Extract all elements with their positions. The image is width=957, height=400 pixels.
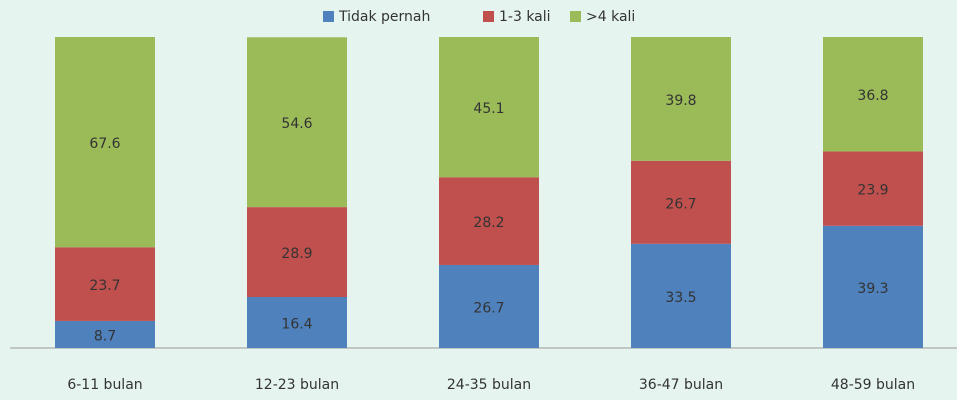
data-label: 54.6: [281, 116, 312, 132]
bar-segment: [631, 243, 731, 348]
legend-swatch: [483, 11, 494, 22]
x-tick-label: 6-11 bulan: [67, 377, 142, 393]
data-label: 33.5: [665, 290, 696, 306]
bar-segment: [55, 37, 155, 248]
x-tick-label: 36-47 bulan: [639, 377, 723, 393]
legend-label: 1-3 kali: [499, 9, 551, 25]
bar-segment: [55, 247, 155, 321]
bar-segment: [247, 37, 347, 208]
data-label: 23.7: [89, 278, 120, 294]
data-label: 39.8: [665, 93, 696, 109]
data-label: 23.9: [857, 183, 888, 199]
bar-segment: [439, 177, 539, 265]
bar-segment: [823, 37, 923, 152]
data-label: 16.4: [281, 316, 312, 332]
bar-segment: [439, 264, 539, 348]
data-label: 36.8: [857, 88, 888, 104]
bar-segment: [631, 37, 731, 161]
x-tick-label: 48-59 bulan: [831, 377, 915, 393]
data-label: 28.2: [473, 215, 504, 231]
data-label: 26.7: [665, 196, 696, 212]
bar-segment: [439, 37, 539, 178]
x-tick-label: 12-23 bulan: [255, 377, 339, 393]
data-label: 26.7: [473, 300, 504, 316]
bar-segment: [247, 296, 347, 348]
legend-swatch: [323, 11, 334, 22]
legend-label: Tidak pernah: [338, 9, 430, 25]
bar-segment: [55, 320, 155, 348]
legend-label: >4 kali: [586, 9, 635, 25]
bar-segment: [823, 225, 923, 348]
bar-segment: [631, 160, 731, 244]
bar-segment: [823, 151, 923, 226]
data-label: 45.1: [473, 101, 504, 117]
data-label: 39.3: [857, 281, 888, 297]
data-label: 8.7: [94, 328, 116, 344]
bar-segment: [247, 207, 347, 297]
legend-swatch: [570, 11, 581, 22]
data-label: 28.9: [281, 246, 312, 262]
data-label: 67.6: [89, 136, 120, 152]
x-tick-label: 24-35 bulan: [447, 377, 531, 393]
